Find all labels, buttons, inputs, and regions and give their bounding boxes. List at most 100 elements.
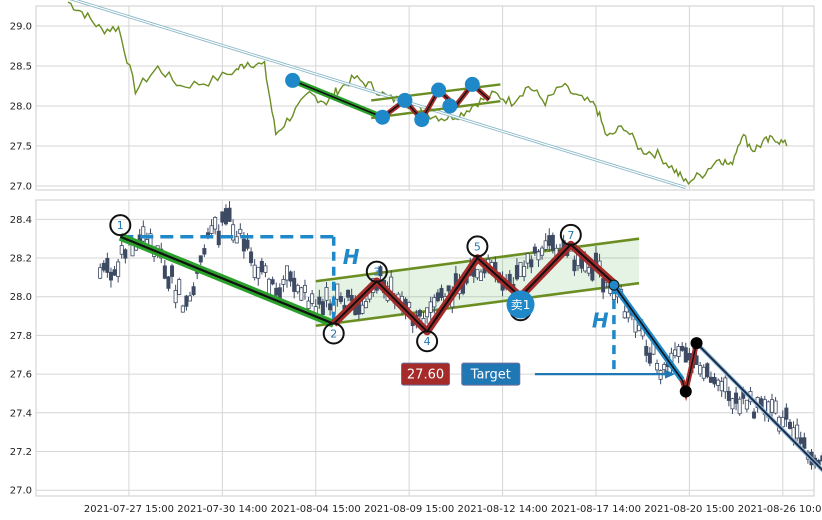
candle-body bbox=[518, 262, 523, 278]
candle-body bbox=[256, 266, 261, 279]
candle-body bbox=[170, 265, 175, 277]
candle-body bbox=[622, 311, 627, 319]
candle-body bbox=[346, 289, 351, 298]
candle-body bbox=[281, 279, 286, 285]
candle-body bbox=[328, 303, 333, 311]
candle-body bbox=[119, 245, 124, 255]
candle-body bbox=[108, 271, 113, 281]
bottom-end-pivot-dot bbox=[679, 385, 692, 398]
candle-body bbox=[475, 269, 480, 279]
candle-body bbox=[252, 264, 257, 278]
candle-body bbox=[209, 225, 214, 234]
candle-body bbox=[543, 240, 548, 250]
bottom-xtick-label: 2021-08-04 15:00 bbox=[271, 504, 361, 515]
top-price-line bbox=[67, 1, 788, 185]
bottom-height-label-left: H bbox=[343, 245, 360, 269]
bottom-pivot-number: 4 bbox=[424, 335, 431, 348]
candle-body bbox=[238, 228, 243, 235]
candle-body bbox=[734, 392, 739, 404]
candle-body bbox=[284, 265, 289, 281]
bottom-ytick-label: 27.2 bbox=[10, 447, 32, 458]
bottom-ytick-label: 27.0 bbox=[10, 486, 32, 497]
candle-body bbox=[141, 226, 146, 242]
candle-body bbox=[166, 276, 171, 289]
candle-body bbox=[784, 407, 789, 420]
candle-body bbox=[249, 251, 254, 264]
candle-body bbox=[798, 437, 803, 444]
candle-body bbox=[478, 271, 483, 281]
candle-body bbox=[177, 279, 182, 295]
candle-body bbox=[202, 248, 207, 255]
candle-body bbox=[795, 424, 800, 439]
candle-body bbox=[123, 249, 128, 259]
candle-body bbox=[550, 234, 555, 251]
candle-body bbox=[98, 267, 103, 279]
bottom-sell-label: 卖1 bbox=[511, 298, 531, 312]
top-pivot-dot bbox=[414, 112, 430, 128]
candle-body bbox=[572, 259, 577, 272]
top-panel-frame bbox=[35, 5, 815, 191]
candle-body bbox=[295, 284, 300, 293]
top-ytick-label: 27.0 bbox=[10, 182, 32, 193]
candle-body bbox=[227, 207, 232, 222]
candle-body bbox=[245, 239, 250, 249]
bottom-ytick-label: 27.8 bbox=[10, 331, 32, 342]
bottom-xtick-label: 2021-07-27 15:00 bbox=[84, 504, 174, 515]
candle-body bbox=[112, 269, 117, 276]
bottom-xtick-label: 2021-08-09 15:00 bbox=[364, 504, 454, 515]
bottom-end-pivot-dot bbox=[690, 337, 703, 350]
bottom-ytick-label: 28.2 bbox=[10, 254, 32, 265]
candle-body bbox=[223, 208, 228, 225]
candle-body bbox=[198, 255, 203, 263]
candle-body bbox=[662, 364, 667, 371]
candle-body bbox=[536, 251, 541, 261]
bottom-pivot-ring bbox=[109, 214, 132, 237]
bottom-pivot-number: 3 bbox=[373, 266, 380, 279]
candle-body bbox=[525, 253, 530, 264]
candle-body bbox=[364, 301, 369, 309]
candle-body bbox=[529, 259, 534, 268]
candle-body bbox=[389, 276, 394, 292]
candle-body bbox=[752, 411, 757, 419]
candle-body bbox=[324, 287, 329, 301]
candle-body bbox=[213, 217, 218, 230]
top-ytick-label: 29.0 bbox=[10, 22, 32, 33]
top-pivot-dot bbox=[464, 76, 480, 92]
candle-body bbox=[288, 271, 293, 282]
candle-body bbox=[263, 265, 268, 273]
bottom-target-arrow-head bbox=[665, 369, 675, 379]
candle-body bbox=[708, 376, 713, 383]
candle-body bbox=[737, 398, 742, 415]
candle-body bbox=[723, 377, 728, 393]
top-pivot-dot bbox=[374, 109, 390, 125]
candle-body bbox=[601, 278, 606, 293]
candle-body bbox=[231, 224, 236, 241]
candle-body bbox=[187, 295, 192, 302]
candle-body bbox=[514, 265, 519, 280]
candle-body bbox=[655, 363, 660, 371]
candle-body bbox=[173, 289, 178, 304]
candle-body bbox=[162, 265, 167, 279]
bottom-pivot-ring bbox=[416, 330, 439, 353]
candle-body bbox=[335, 283, 340, 300]
bottom-pivot-ring bbox=[559, 223, 582, 246]
bottom-projection-leg-core bbox=[613, 284, 683, 381]
bottom-ytick-label: 27.6 bbox=[10, 370, 32, 381]
candle-body bbox=[320, 301, 325, 316]
candle-body bbox=[428, 301, 433, 313]
bottom-ytick-label: 27.4 bbox=[10, 408, 32, 419]
candle-body bbox=[773, 400, 778, 414]
bottom-price-box-text: 27.60 bbox=[407, 368, 444, 383]
candle-body bbox=[306, 300, 311, 310]
candle-body bbox=[439, 287, 444, 298]
candle-body bbox=[105, 257, 110, 273]
candle-body bbox=[744, 399, 749, 410]
bottom-ytick-label: 28.0 bbox=[10, 292, 32, 303]
bottom-projection-start-dot bbox=[608, 279, 620, 291]
candle-body bbox=[680, 345, 685, 351]
candle-body bbox=[241, 238, 246, 252]
bottom-target-box bbox=[461, 362, 521, 386]
bottom-pivot-number: 1 bbox=[117, 219, 124, 232]
